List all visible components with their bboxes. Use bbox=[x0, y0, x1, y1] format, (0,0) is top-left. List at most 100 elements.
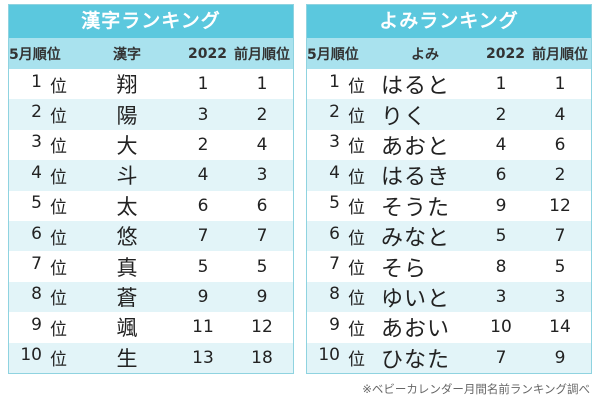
yomi-table-body: 1 位はると 1 1 2 位りく 2 4 3 位あおと 4 6 4 位はるき 6 2 5 位そうた 9 12 6 位みなと… bbox=[307, 69, 591, 373]
rank-suffix: 位 bbox=[50, 198, 67, 219]
table-row: 9 位 颯 11 12 bbox=[9, 312, 293, 343]
prev-month-rank-cell: 4 bbox=[554, 104, 566, 125]
table-row: 10 位ひなた 7 9 bbox=[307, 342, 591, 373]
prev-month-rank-cell: 1 bbox=[554, 74, 566, 95]
rank-number: 9 bbox=[329, 314, 340, 335]
rank-2022-cell: 13 bbox=[192, 347, 214, 368]
header-may-rank: 5月順位 bbox=[307, 46, 359, 63]
prev-month-rank-cell: 3 bbox=[554, 286, 566, 307]
rank-2022-cell: 2 bbox=[197, 134, 209, 155]
rank-number: 8 bbox=[329, 284, 340, 305]
name-cell: 生 bbox=[116, 346, 138, 371]
name-cell: ひなた bbox=[381, 347, 451, 373]
prev-month-rank-cell: 2 bbox=[256, 104, 268, 125]
prev-month-rank-cell: 12 bbox=[251, 317, 273, 338]
prev-month-rank-cell: 1 bbox=[256, 74, 268, 95]
rank-2022-cell: 4 bbox=[495, 134, 507, 155]
prev-month-rank-cell: 18 bbox=[251, 347, 273, 368]
rank-suffix: 位 bbox=[50, 319, 67, 340]
name-cell: 太 bbox=[116, 194, 138, 219]
rank-2022-cell: 6 bbox=[197, 195, 209, 216]
rank-number: 1 bbox=[31, 71, 42, 92]
rank-2022-cell: 1 bbox=[495, 74, 507, 95]
prev-month-rank-cell: 9 bbox=[256, 286, 268, 307]
rank-suffix: 位 bbox=[50, 289, 67, 310]
rank-number: 3 bbox=[329, 132, 340, 153]
name-cell: 翔 bbox=[116, 73, 138, 98]
rank-2022-cell: 9 bbox=[495, 195, 507, 216]
rank-suffix: 位 bbox=[50, 76, 67, 97]
prev-month-rank-cell: 2 bbox=[554, 165, 566, 186]
table-row: 8 位ゆいと 3 3 bbox=[307, 281, 591, 313]
rank-number: 7 bbox=[31, 254, 42, 275]
rank-2022-cell: 7 bbox=[495, 347, 507, 368]
name-cell: はると bbox=[381, 74, 451, 100]
rank-number: 2 bbox=[329, 102, 340, 123]
rank-number: 4 bbox=[329, 162, 340, 183]
kanji-table-title: 漢字ランキング bbox=[9, 5, 293, 38]
table-row: 2 位りく 2 4 bbox=[307, 99, 591, 130]
prev-month-rank-cell: 9 bbox=[554, 347, 566, 368]
rank-2022-cell: 7 bbox=[197, 226, 209, 247]
rank-number: 10 bbox=[20, 345, 42, 366]
rank-number: 4 bbox=[31, 162, 42, 183]
rank-suffix: 位 bbox=[348, 289, 365, 310]
rank-2022-cell: 11 bbox=[192, 317, 214, 338]
rank-suffix: 位 bbox=[348, 319, 365, 340]
prev-month-rank-cell: 6 bbox=[554, 134, 566, 155]
rank-suffix: 位 bbox=[348, 107, 365, 128]
yomi-table-title: よみランキング bbox=[307, 5, 591, 38]
name-cell: 颯 bbox=[116, 316, 138, 341]
name-cell: みなと bbox=[381, 226, 451, 252]
rank-number: 5 bbox=[31, 193, 42, 214]
name-cell: 悠 bbox=[116, 225, 138, 250]
prev-month-rank-cell: 6 bbox=[256, 195, 268, 216]
header-yomi: よみ bbox=[411, 46, 439, 63]
rank-2022-cell: 5 bbox=[495, 226, 507, 247]
table-row: 4 位はるき 6 2 bbox=[307, 160, 591, 191]
rank-2022-cell: 8 bbox=[495, 256, 507, 277]
name-cell: そら bbox=[381, 256, 428, 282]
table-row: 1 位はると 1 1 bbox=[307, 69, 591, 100]
rank-number: 10 bbox=[318, 345, 340, 366]
header-2022: 2022 bbox=[188, 45, 227, 62]
rank-suffix: 位 bbox=[348, 350, 365, 371]
rank-suffix: 位 bbox=[50, 107, 67, 128]
rank-number: 5 bbox=[329, 193, 340, 214]
rank-cell: 10 位 bbox=[307, 345, 377, 370]
name-cell: 陽 bbox=[116, 103, 138, 128]
rank-number: 6 bbox=[31, 223, 42, 244]
source-footnote: ※ベビーカレンダー月間名前ランキング調べ bbox=[362, 382, 590, 396]
rank-suffix: 位 bbox=[50, 167, 67, 188]
rank-number: 2 bbox=[31, 102, 42, 123]
rank-suffix: 位 bbox=[348, 167, 365, 188]
name-cell: ゆいと bbox=[381, 286, 451, 312]
rank-number: 6 bbox=[329, 223, 340, 244]
prev-month-rank-cell: 7 bbox=[554, 226, 566, 247]
rank-number: 1 bbox=[329, 71, 340, 92]
prev-month-rank-cell: 5 bbox=[256, 256, 268, 277]
name-cell: 大 bbox=[116, 133, 138, 158]
table-row: 3 位あおと 4 6 bbox=[307, 129, 591, 161]
rank-number: 8 bbox=[31, 284, 42, 305]
table-row: 7 位そら 8 5 bbox=[307, 251, 591, 282]
